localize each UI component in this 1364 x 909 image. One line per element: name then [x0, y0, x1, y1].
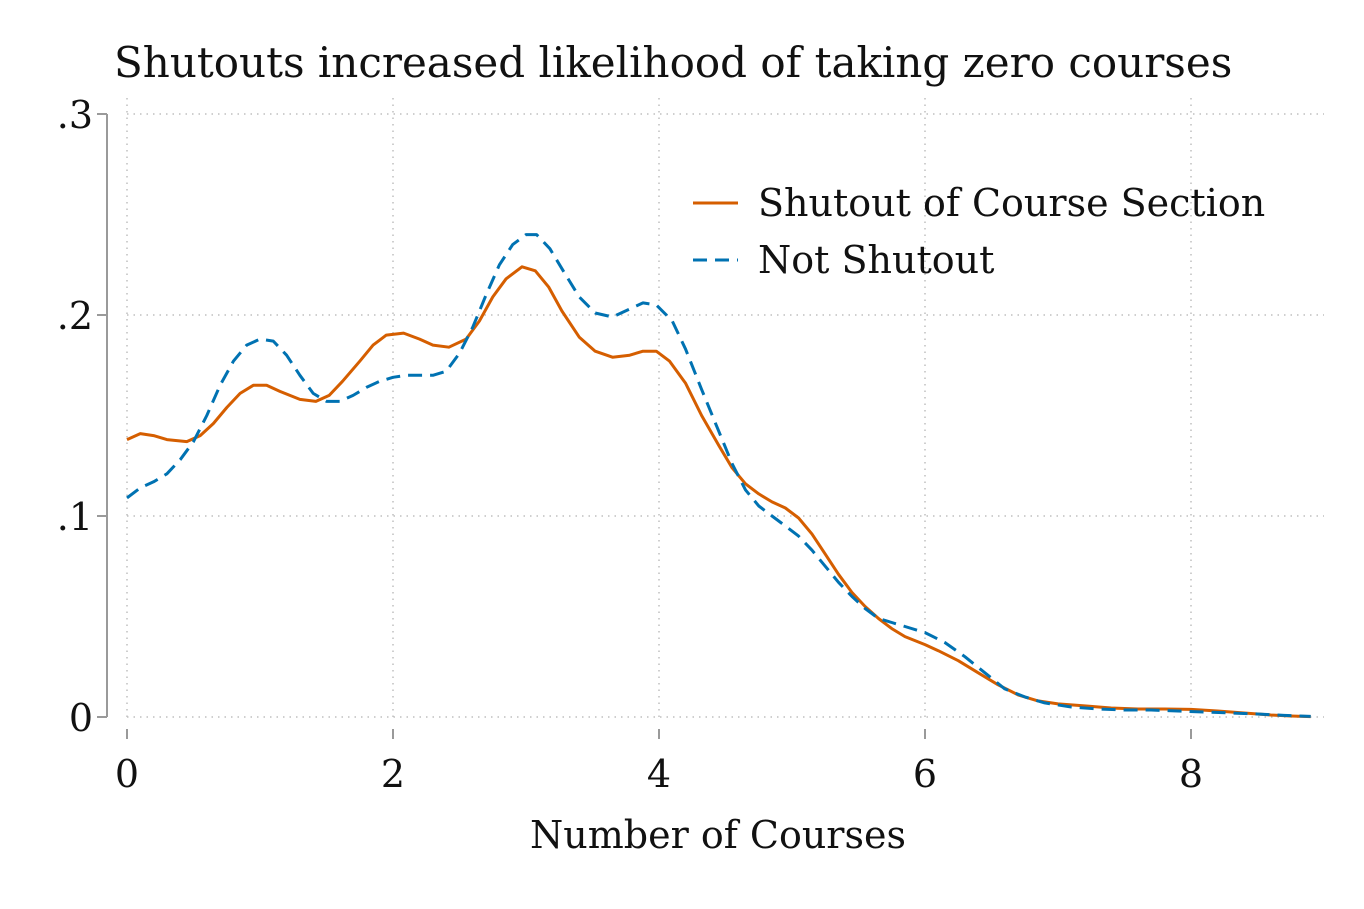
series-line-shutout — [126, 265, 1311, 719]
x-tick-label: 4 — [647, 752, 671, 796]
chart-title: Shutouts increased likelihood of taking … — [114, 38, 1232, 87]
y-tick-label: .2 — [57, 294, 93, 338]
x-axis-title: Number of Courses — [530, 813, 906, 857]
legend-label-not-shutout: Not Shutout — [758, 238, 994, 282]
axes: 0 .1 .2 .3 0 2 4 6 8 — [57, 93, 1203, 796]
series-line-not-shutout — [126, 233, 1311, 718]
y-tick-label: .1 — [57, 495, 93, 539]
x-tick-label: 2 — [381, 752, 405, 796]
legend: Shutout of Course Section Not Shutout — [693, 181, 1265, 282]
y-tick-label: .3 — [57, 93, 93, 137]
series-lines — [126, 233, 1311, 719]
x-tick-label: 0 — [115, 752, 139, 796]
grid-lines — [126, 98, 1324, 718]
x-tick-label: 8 — [1179, 752, 1203, 796]
y-tick-label: 0 — [69, 696, 93, 740]
legend-label-shutout: Shutout of Course Section — [758, 181, 1265, 225]
x-tick-label: 6 — [913, 752, 937, 796]
